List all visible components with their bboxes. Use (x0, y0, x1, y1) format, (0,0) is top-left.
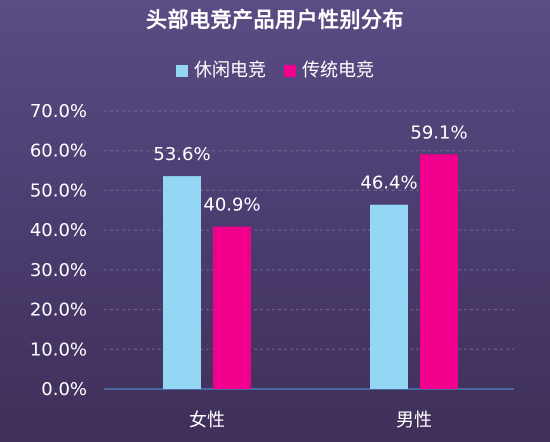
data-label-1-0: 46.4% (360, 173, 417, 194)
y-tick-label-7: 70.0% (30, 101, 87, 122)
y-tick-label-6: 60.0% (30, 141, 87, 162)
bar-0-1 (213, 226, 251, 389)
y-tick-label-2: 20.0% (30, 300, 87, 321)
legend-swatch-traditional-esports (284, 65, 296, 77)
x-tick-label-0: 女性 (189, 410, 225, 431)
chart-title: 头部电竞产品用户性别分布 (146, 8, 404, 32)
y-tick-label-4: 40.0% (30, 220, 87, 241)
bar-0-0 (163, 176, 201, 389)
y-tick-label-3: 30.0% (30, 260, 87, 281)
x-tick-label-1: 男性 (396, 410, 432, 431)
legend-item-casual-esports: 休闲电竞 (176, 60, 266, 82)
legend-label-traditional-esports: 传统电竞 (302, 60, 374, 81)
data-label-0-1: 40.9% (203, 195, 260, 216)
bar-1-1 (420, 154, 458, 389)
bar-1-0 (370, 204, 408, 389)
legend: 休闲电竞 传统电竞 (0, 60, 550, 82)
legend-swatch-casual-esports (176, 65, 188, 77)
y-tick-label-5: 50.0% (30, 180, 87, 201)
data-label-1-1: 59.1% (410, 122, 467, 143)
y-tick-label-0: 0.0% (41, 379, 87, 400)
y-tick-label-1: 10.0% (30, 339, 87, 360)
legend-item-traditional-esports: 传统电竞 (284, 60, 374, 82)
data-label-0-0: 53.6% (153, 144, 210, 165)
legend-label-casual-esports: 休闲电竞 (194, 60, 266, 81)
